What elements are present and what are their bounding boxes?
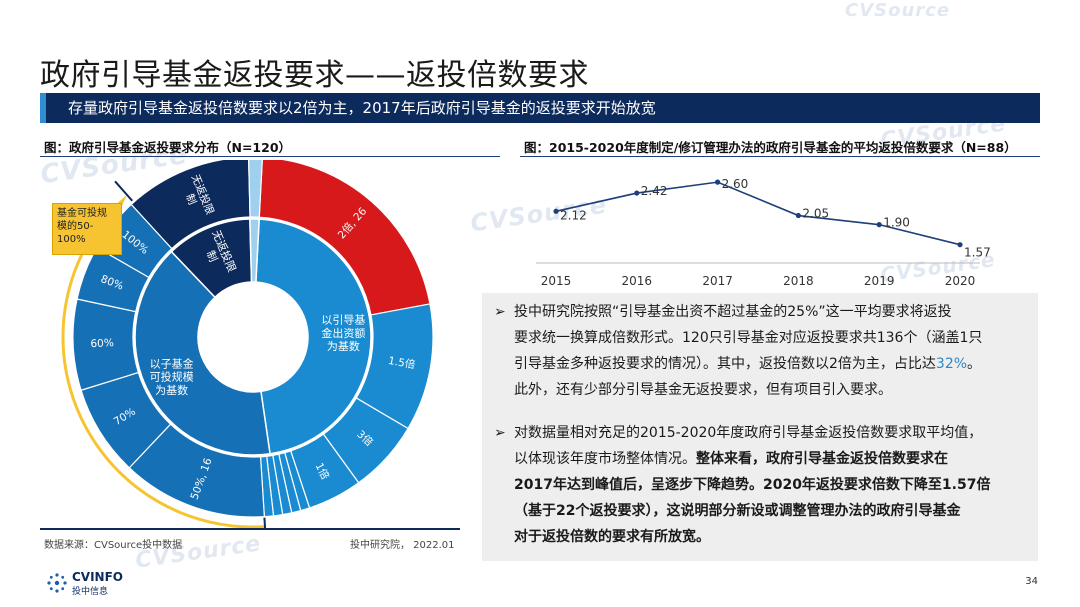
bracket-tick (263, 517, 267, 529)
callout-line: 基金可投规 (57, 208, 107, 219)
line-chart: 2.12 2.42 2.60 2.05 1.90 1.57 2015 2016 2017 2018… (536, 177, 991, 288)
paragraph-line: 对于返投倍数的要求有所放宽。 (514, 529, 710, 545)
callout-line: 模的50- (57, 221, 94, 232)
series-line (555, 181, 961, 246)
inner-segment-0 (255, 218, 372, 455)
page-number: 34 (1025, 576, 1038, 587)
outer-label-1: 1.5倍 (387, 354, 417, 372)
paragraph-line: （基于22个返投要求），这说明部分新设或调整管理办法的政府引导基金 (514, 503, 961, 519)
paragraph-line: 投中研究院按照“引导基金出资不超过基金的25%”这一平均要求将返投 (514, 304, 952, 320)
data-point (957, 242, 963, 248)
logo-text: CVINFO (72, 570, 123, 584)
x-tick-label: 2019 (864, 274, 895, 288)
page-title: 政府引导基金返投要求——返投倍数要求 (40, 58, 589, 93)
bold-phrase: 整体来看，政府引导基金返投倍数要求在 (696, 451, 948, 467)
source-note: 数据来源：CVSource投中数据 (44, 540, 183, 551)
commentary-box (482, 293, 1038, 561)
x-tick-label: 2018 (783, 274, 814, 288)
outer-segment-14 (130, 160, 251, 250)
data-point (715, 179, 721, 185)
outer-label-11: 60% (90, 337, 114, 350)
data-label: 1.57 (964, 246, 991, 260)
inner-label-1-text: 以子基金可投规模为基数 (150, 356, 194, 396)
callout-box: 基金可投规 模的50- 100% (52, 203, 122, 255)
bracket-tick (114, 180, 134, 202)
paragraph-1: ➢ 投中研究院按照“引导基金出资不超过基金的25%”这一平均要求将返投 要求统一… (494, 299, 1034, 403)
x-tick-label: 2017 (702, 274, 733, 288)
watermark-top-right: CVSource (845, 0, 951, 21)
x-tick-label: 2020 (945, 274, 976, 288)
logo-subtext: 投中信息 (72, 587, 109, 597)
data-label: 1.90 (883, 216, 910, 230)
paragraph-text: 以体现该年度市场整体情况。 (514, 451, 696, 467)
data-point (876, 222, 882, 228)
data-label: 2.60 (722, 177, 749, 191)
bracket-arc (61, 205, 266, 529)
outer-label-11-text: 60% (90, 337, 114, 350)
paragraph-line: 以体现该年度市场整体情况。整体来看，政府引导基金返投倍数要求在 (494, 446, 1034, 472)
x-tick-label: 2015 (541, 274, 572, 288)
logo-mark-icon (47, 573, 67, 593)
paragraph-line: 引导基金多种返投要求的情况）。其中，返投倍数以2倍为主，占比达32%。 (494, 351, 1034, 377)
paragraph-line: 要求统一换算成倍数形式。120只引导基金对应返投要求共136个（涵盖1只 (514, 330, 983, 346)
highlight-value: 32% (935, 356, 968, 372)
right-chart-rule (520, 156, 1040, 157)
outer-label-1-text: 1.5倍 (387, 354, 417, 372)
paragraph-line: 对数据量相对充足的2015-2020年度政府引导基金返投倍数要求取平均值， (514, 425, 983, 441)
data-label: 2.42 (641, 184, 668, 198)
left-chart-title: 图：政府引导基金返投要求分布（N=120） (44, 140, 292, 155)
paragraph-text: 引导基金多种返投要求的情况）。其中，返投倍数以2倍为主，占比达 (514, 356, 936, 372)
paragraph-text: 。 (967, 356, 982, 372)
inner-label-0: 以引导基金出资额为基数 (321, 312, 365, 352)
inner-segment-1 (134, 250, 271, 456)
inner-segment-3 (249, 218, 260, 283)
subtitle-bar: 存量政府引导基金返投倍数要求以2倍为主，2017年后政府引导基金的返投要求开始放… (40, 93, 1040, 123)
right-chart-title: 图：2015-2020年度制定/修订管理办法的政府引导基金的平均返投倍数要求（N… (524, 140, 1017, 155)
paragraph-2: ➢ 对数据量相对充足的2015-2020年度政府引导基金返投倍数要求取平均值， … (494, 420, 1034, 550)
source-rule (40, 528, 460, 530)
inner-label-1: 以子基金可投规模为基数 (150, 356, 194, 396)
paragraph-line: 此外，还有少部分引导基金无返投要求，但有项目引入要求。 (514, 382, 892, 398)
data-point (634, 190, 640, 196)
inner-label-0-text: 以引导基金出资额为基数 (321, 312, 365, 352)
bullet-arrow-icon: ➢ (494, 304, 506, 320)
callout-line: 100% (57, 234, 86, 245)
data-label: 2.12 (560, 208, 587, 222)
paragraph-line: 2017年达到峰值后，呈逐步下降趋势。2020年返投要求倍数下降至1.57倍 (514, 477, 991, 493)
data-point (553, 208, 559, 214)
outer-segment-15 (248, 160, 263, 218)
sunburst-center (199, 283, 307, 391)
source-date: 投中研究院， 2022.01 (350, 540, 455, 551)
x-tick-label: 2016 (622, 274, 653, 288)
bullet-arrow-icon: ➢ (494, 425, 506, 441)
data-point (795, 212, 801, 219)
left-chart-rule (40, 156, 500, 157)
data-label: 2.05 (802, 207, 829, 221)
